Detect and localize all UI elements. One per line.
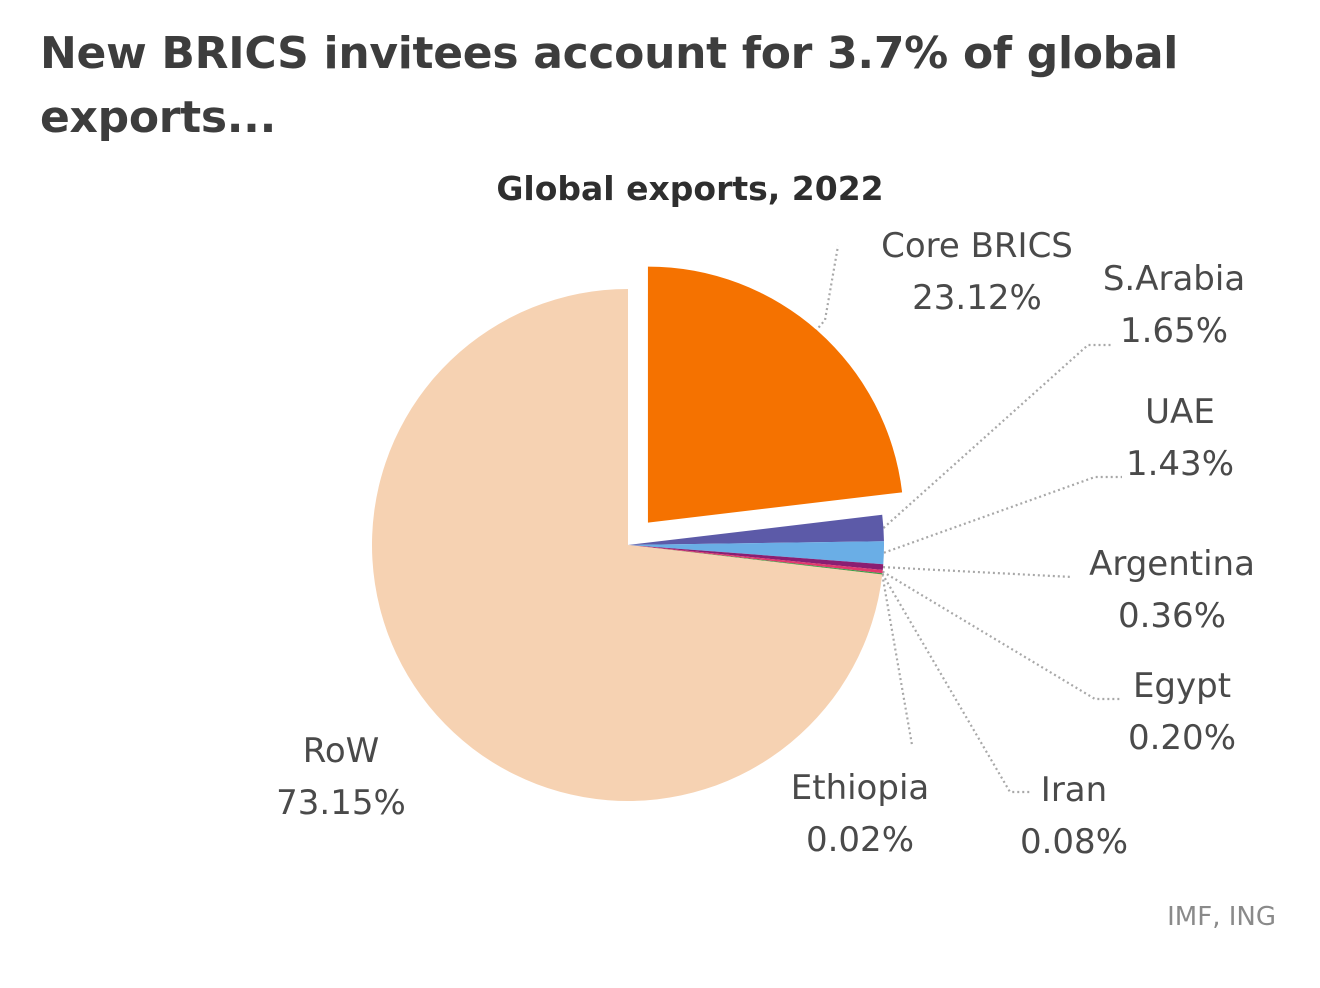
slice-argentina [628, 545, 884, 571]
label-uae-name: UAE [1145, 392, 1215, 432]
slice-ethiopia [628, 545, 883, 575]
headline: New BRICS invitees account for 3.7% of g… [40, 28, 1179, 143]
label-argentina-name: Argentina [1089, 544, 1255, 584]
label-iran-name: Iran [1041, 770, 1107, 810]
slice-core-brics [647, 266, 903, 523]
leader-iran [881, 573, 1030, 794]
label-s-arabia-value: 1.65% [1120, 311, 1228, 351]
leader-ethiopia [881, 574, 914, 746]
chart-title: Global exports, 2022 [496, 169, 883, 208]
slice-iran [628, 545, 883, 575]
leader-lines [766, 245, 1122, 794]
label-core-brics-value: 23.12% [912, 278, 1042, 318]
label-argentina-value: 0.36% [1118, 596, 1226, 636]
label-uae-value: 1.43% [1126, 444, 1234, 484]
label-ethiopia-name: Ethiopia [791, 768, 929, 808]
slice-egypt [628, 545, 883, 574]
leader-s-arabia [882, 343, 1112, 529]
label-row-value: 73.15% [276, 783, 406, 823]
label-egypt-name: Egypt [1133, 666, 1231, 706]
label-iran-value: 0.08% [1020, 822, 1128, 862]
slice-labels: Core BRICS 23.12% S.Arabia 1.65% UAE 1.43% Arg… [276, 226, 1255, 862]
leader-argentina [882, 566, 1073, 579]
leader-uae [883, 475, 1122, 554]
slice-row [372, 289, 883, 801]
label-row-name: RoW [303, 731, 380, 771]
slice-uae [628, 541, 884, 565]
label-ethiopia-value: 0.02% [806, 820, 914, 860]
slice-s-arabia [628, 514, 884, 545]
label-s-arabia-name: S.Arabia [1103, 259, 1245, 299]
pie-slices [372, 266, 903, 801]
label-core-brics-name: Core BRICS [881, 226, 1073, 266]
source-note: IMF, ING [1167, 902, 1276, 932]
label-egypt-value: 0.20% [1128, 718, 1236, 758]
